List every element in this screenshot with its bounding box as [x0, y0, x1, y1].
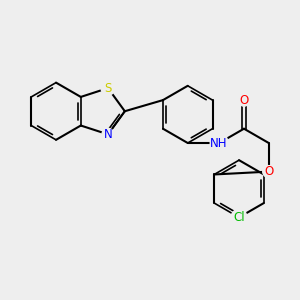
Text: S: S [104, 82, 112, 94]
Circle shape [238, 94, 250, 106]
Circle shape [231, 209, 247, 225]
Text: O: O [239, 94, 249, 106]
Text: N: N [103, 128, 112, 141]
Text: NH: NH [209, 136, 227, 149]
Text: O: O [264, 165, 273, 178]
Text: Cl: Cl [233, 211, 245, 224]
Circle shape [102, 128, 114, 140]
Circle shape [263, 166, 275, 178]
Circle shape [210, 134, 228, 152]
Circle shape [101, 81, 115, 95]
